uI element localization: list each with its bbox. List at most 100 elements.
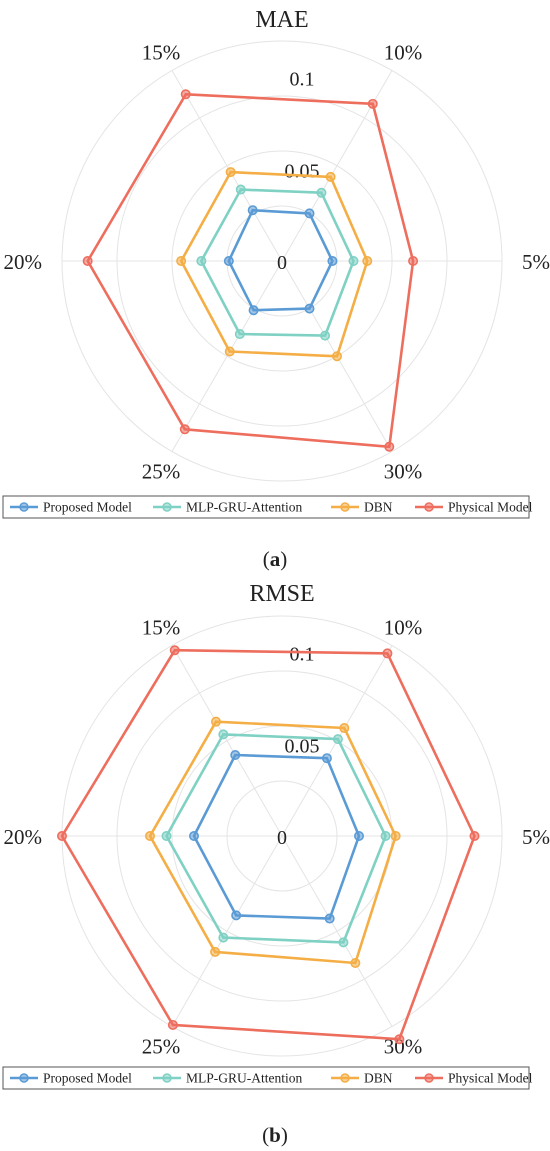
data-point (210, 946, 221, 957)
legend-label: Physical Model (448, 1071, 533, 1086)
data-point (382, 648, 393, 659)
radial-tick-label: 0 (277, 252, 287, 274)
series-mlp-gru-attention (196, 184, 359, 341)
series-group (56, 645, 480, 1045)
series-line (60, 648, 476, 1041)
series-dbn (145, 716, 401, 969)
data-point (327, 255, 338, 266)
radial-tick-label: 0.1 (290, 69, 315, 91)
legend: Proposed Model MLP-GRU-Attention DBN Physic… (2, 1066, 533, 1090)
series-proposed-model (223, 205, 338, 316)
legend-marker (162, 502, 172, 512)
legend-label: Physical Model (448, 500, 533, 515)
data-point (189, 830, 200, 841)
data-point (332, 734, 343, 745)
category-label: 20% (4, 825, 43, 849)
radar-chart-mae: MAE 5% 10% 15% 20% 25% 30% 0 0.05 0.1 Proposed … (2, 7, 550, 571)
data-point (230, 750, 241, 761)
category-label: 5% (522, 825, 550, 849)
data-point (247, 205, 258, 216)
data-point (362, 255, 373, 266)
data-point (469, 830, 480, 841)
legend-item: DBN (331, 1071, 393, 1086)
data-point (218, 932, 229, 943)
chart-title: RMSE (249, 581, 314, 607)
data-point (339, 723, 350, 734)
legend-marker (340, 1073, 350, 1083)
caption-label: a (270, 547, 281, 571)
category-labels: 5%10%15%20%25% 30% (4, 40, 550, 483)
data-point (325, 171, 336, 182)
series-line (179, 170, 369, 358)
category-label: 10% (384, 615, 423, 639)
data-point (304, 208, 315, 219)
category-label: 25% (142, 1035, 181, 1059)
category-label: 15% (142, 40, 181, 64)
data-point (324, 913, 335, 924)
data-point (316, 187, 327, 198)
legend-marker (19, 1073, 29, 1083)
grid-spoke (171, 70, 283, 262)
legend-item: DBN (331, 500, 393, 515)
data-point (248, 305, 259, 316)
grid-spoke (171, 260, 283, 452)
legend-item: Physical Model (415, 500, 533, 515)
radial-tick-label: 0.05 (285, 735, 320, 757)
series-dbn (176, 167, 373, 362)
data-point (353, 830, 364, 841)
data-point (56, 830, 67, 841)
legend-item: Physical Model (415, 1071, 533, 1086)
data-point (161, 830, 172, 841)
data-point (321, 753, 332, 764)
legend-label: MLP-GRU-Attention (186, 500, 302, 515)
data-point (179, 424, 190, 435)
series-proposed-model (189, 750, 364, 924)
data-point (338, 937, 349, 948)
data-point (348, 255, 359, 266)
legend-label: DBN (364, 1071, 393, 1086)
data-point (223, 255, 234, 266)
data-point (384, 441, 395, 452)
caption-label: b (269, 1123, 281, 1147)
legend-marker (19, 502, 29, 512)
data-point (169, 645, 180, 656)
data-point (225, 167, 236, 178)
legend-label: DBN (364, 500, 393, 515)
data-point (304, 303, 315, 314)
legend-marker (340, 502, 350, 512)
legend-frame (2, 495, 530, 519)
series-line (148, 720, 398, 965)
radar-chart-rmse: RMSE 5%10%15%20%25% 30% 00.050.1 Proposed… (2, 581, 550, 1147)
data-point (380, 830, 391, 841)
radial-tick-label: 0.1 (290, 644, 315, 666)
grid-spoke (171, 835, 283, 1027)
data-point (196, 255, 207, 266)
legend-frame (2, 1066, 530, 1090)
radial-tick-label: 0 (277, 827, 287, 849)
grid-spoke (281, 835, 393, 1027)
radial-tick-labels: 0 0.05 0.1 (277, 644, 320, 849)
legend-label: Proposed Model (43, 1071, 132, 1086)
panel-caption: (b) (262, 1123, 288, 1147)
data-point (82, 255, 93, 266)
legend-item: Proposed Model (10, 1071, 132, 1086)
data-point (331, 351, 342, 362)
category-label: 5% (522, 250, 550, 274)
category-labels: 5%10%15%20%25% 30% (4, 615, 550, 1058)
category-label: 25% (142, 460, 181, 484)
data-point (176, 255, 187, 266)
series-mlp-gru-attention (161, 729, 391, 948)
data-point (211, 716, 222, 727)
legend-label: Proposed Model (43, 500, 132, 515)
data-point (367, 98, 378, 109)
category-label: 30% (384, 460, 423, 484)
data-point (234, 329, 245, 340)
series-group (82, 89, 419, 452)
series-physical-model (56, 645, 480, 1045)
data-point (408, 255, 419, 266)
data-point (180, 89, 191, 100)
legend-marker (162, 1073, 172, 1083)
category-label: 10% (384, 40, 423, 64)
data-point (218, 729, 229, 740)
